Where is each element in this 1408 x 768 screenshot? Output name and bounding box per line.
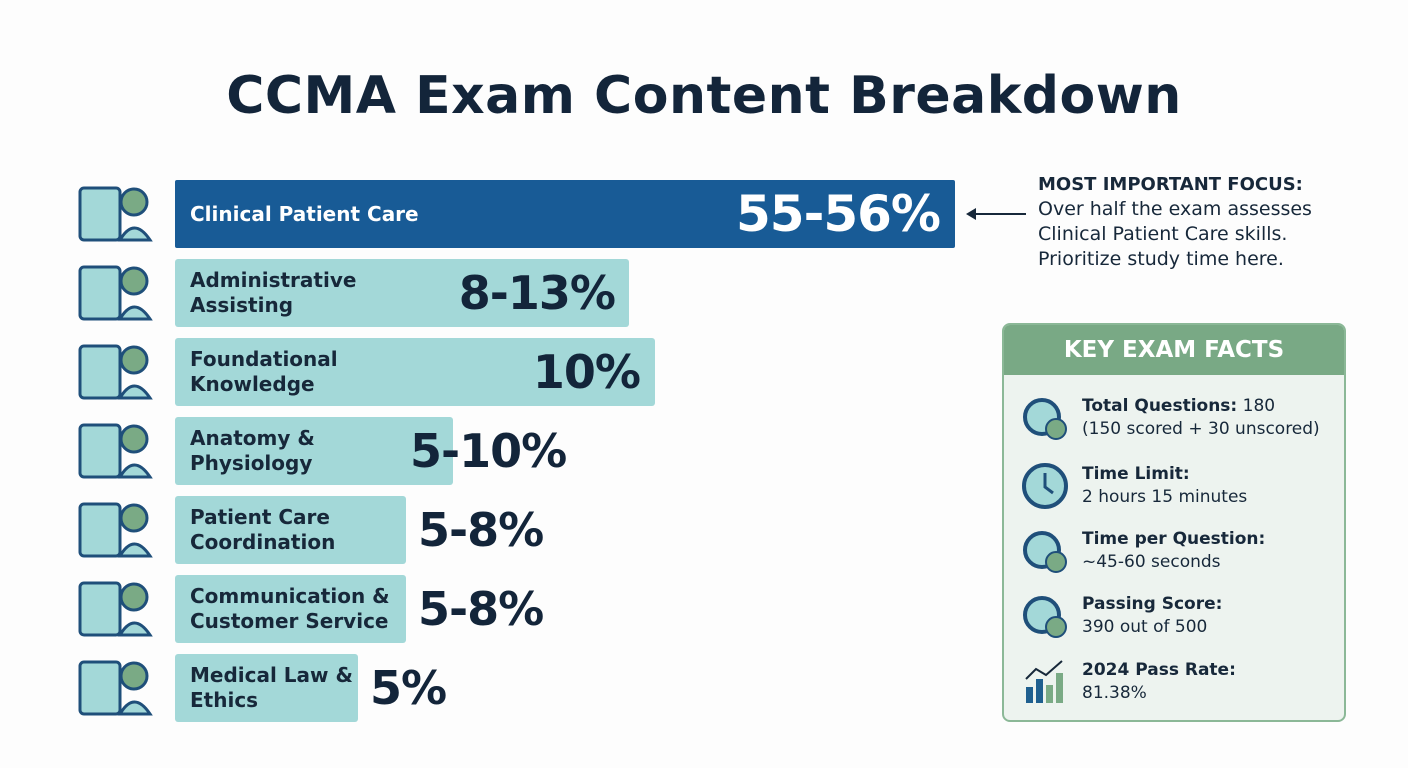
bar-chart-trend-icon	[1025, 660, 1063, 703]
focus-callout: MOST IMPORTANT FOCUS: Over half the exam…	[1038, 172, 1312, 272]
bar-label: Patient Care Coordination	[190, 505, 336, 554]
bar-label: Anatomy & Physiology	[190, 426, 315, 475]
fact-detail: (150 scored + 30 unscored)	[1082, 419, 1320, 439]
callout-line: Over half the exam assesses	[1038, 198, 1312, 220]
bar-row: Medical Law & Ethics 5%	[0, 654, 1000, 722]
bar	[175, 575, 406, 643]
book-gear-icon	[78, 344, 153, 400]
bar-row: Foundational Knowledge 10%	[0, 338, 1000, 406]
fact-label: Total Questions:	[1082, 396, 1238, 416]
callout-line: Prioritize study time here.	[1038, 248, 1284, 270]
stopwatch-clipboard-icon	[1023, 398, 1067, 440]
bar-value-label: 5%	[370, 661, 447, 715]
bar-label: Medical Law & Ethics	[190, 663, 353, 712]
callout-heading: MOST IMPORTANT FOCUS:	[1038, 174, 1303, 195]
bar	[175, 654, 358, 722]
hourglass-question-icon	[1023, 531, 1067, 573]
bar-row: Administrative Assisting 8-13%	[0, 259, 1000, 327]
bar-row: Clinical Patient Care 55-56%	[0, 180, 1000, 248]
stethoscope-doctor-icon	[78, 186, 153, 242]
fact-label: Time per Question:	[1082, 529, 1266, 549]
key-facts-panel: KEY EXAM FACTS Total Questions: 180 (150 …	[1002, 323, 1346, 722]
bar	[175, 180, 955, 248]
fact-item: Time Limit: 2 hours 15 minutes	[1082, 463, 1247, 509]
bar-value-label: 5-10%	[410, 424, 567, 478]
fact-detail: 81.38%	[1082, 683, 1147, 703]
bar-row: Communication & Customer Service 5-8%	[0, 575, 1000, 643]
award-ribbon-icon	[1023, 596, 1067, 638]
bar-value-label: 5-8%	[418, 582, 544, 636]
fact-label: Passing Score:	[1082, 594, 1223, 614]
bar-label: Clinical Patient Care	[190, 201, 419, 226]
fact-value: 180	[1237, 396, 1276, 416]
bar-value-label: 5-8%	[418, 503, 544, 557]
bar	[175, 338, 655, 406]
bar-row: Patient Care Coordination 5-8%	[0, 496, 1000, 564]
clipboard-computer-icon	[78, 265, 153, 321]
page-title: CCMA Exam Content Breakdown	[226, 66, 1182, 126]
fact-item: 2024 Pass Rate: 81.38%	[1082, 659, 1236, 705]
arrow-icon	[966, 208, 1026, 220]
patient-coordination-icon	[78, 502, 153, 558]
bar-label: Communication & Customer Service	[190, 584, 390, 633]
bar-row: Anatomy & Physiology 5-10%	[0, 417, 1000, 485]
clock-icon	[1022, 463, 1068, 509]
fact-label: 2024 Pass Rate:	[1082, 660, 1236, 680]
bar	[175, 496, 406, 564]
bar-value-label: 10%	[532, 345, 641, 399]
bar	[175, 417, 453, 485]
bar	[175, 259, 629, 327]
facts-heading: KEY EXAM FACTS	[1004, 325, 1344, 375]
fact-item: Time per Question: ~45-60 seconds	[1082, 528, 1265, 574]
bar-value-label: 8-13%	[458, 266, 616, 320]
bar-label: Foundational Knowledge	[190, 347, 338, 396]
fact-detail: ~45-60 seconds	[1082, 552, 1221, 572]
fact-item: Passing Score: 390 out of 500	[1082, 593, 1222, 639]
communication-icon	[78, 581, 153, 637]
fact-detail: 390 out of 500	[1082, 617, 1208, 637]
bar-value-label: 55-56%	[735, 185, 941, 243]
anatomy-brain-icon	[78, 423, 153, 479]
fact-label: Time Limit:	[1082, 464, 1190, 484]
gavel-caduceus-icon	[78, 660, 153, 716]
callout-line: Clinical Patient Care skills.	[1038, 223, 1288, 245]
fact-item: Total Questions: 180 (150 scored + 30 uns…	[1082, 395, 1320, 441]
fact-detail: 2 hours 15 minutes	[1082, 487, 1248, 507]
bar-label: Administrative Assisting	[190, 268, 357, 317]
